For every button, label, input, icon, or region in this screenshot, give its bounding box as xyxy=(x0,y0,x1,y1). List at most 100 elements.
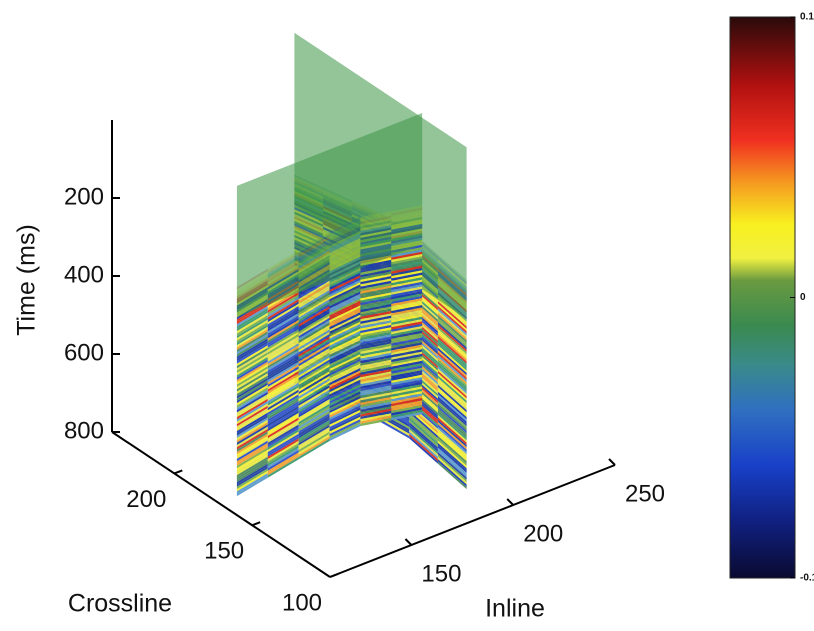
seismic-strip xyxy=(236,421,268,443)
seismic-strip xyxy=(329,361,361,379)
seismic-strip xyxy=(329,402,361,421)
seismic-strip xyxy=(391,353,423,363)
seismic-strip xyxy=(236,433,268,455)
seismic-strip xyxy=(360,408,392,417)
seismic-strip xyxy=(236,417,268,439)
colorbar-tick-label: 0 xyxy=(800,292,806,303)
seismic-strip xyxy=(298,438,330,460)
seismic-strip xyxy=(437,338,467,366)
seismic-strip xyxy=(298,341,330,362)
seismic-strip xyxy=(298,352,330,374)
seismic-strip xyxy=(437,426,467,455)
seismic-strip xyxy=(236,440,268,462)
seismic-strip xyxy=(329,386,361,404)
seismic-strip xyxy=(360,324,392,334)
seismic-strip xyxy=(236,310,268,332)
seismic-strip xyxy=(267,412,299,434)
seismic-strip xyxy=(360,292,392,301)
seismic-strip xyxy=(329,314,361,332)
seismic-strip xyxy=(409,419,438,448)
seismic-strip xyxy=(267,308,299,330)
seismic-strip xyxy=(298,327,330,348)
seismic-strip xyxy=(409,410,438,439)
seismic-strip xyxy=(360,311,392,320)
seismic-strip xyxy=(267,426,299,448)
seismic-strip xyxy=(267,445,299,467)
seismic-strip xyxy=(298,280,330,302)
seismic-strip xyxy=(329,400,361,418)
seismic-strip xyxy=(236,387,268,408)
seismic-strip xyxy=(236,361,268,383)
seismic-strip xyxy=(236,322,268,343)
seismic-strip xyxy=(298,306,330,327)
seismic-strip xyxy=(298,336,330,358)
x-axis xyxy=(111,431,331,578)
seismic-strip xyxy=(236,405,268,427)
seismic-strip xyxy=(391,249,423,258)
seismic-strip xyxy=(360,285,392,294)
seismic-strip xyxy=(437,452,467,480)
seismic-strip xyxy=(360,401,392,410)
seismic-strip xyxy=(391,258,423,267)
seismic-strip xyxy=(236,435,268,457)
seismic-strip xyxy=(267,385,299,406)
seismic-strip xyxy=(329,321,361,339)
seismic-strip xyxy=(236,375,268,397)
seismic-strip xyxy=(391,305,423,314)
seismic-strip xyxy=(360,313,392,322)
seismic-strip xyxy=(298,331,330,353)
seismic-strip xyxy=(391,372,423,381)
seismic-strip xyxy=(298,313,330,334)
seismic-strip xyxy=(329,405,361,423)
seismic-strip xyxy=(329,391,361,409)
seismic-strip xyxy=(329,421,361,439)
seismic-strip xyxy=(360,343,392,352)
seismic-strip xyxy=(329,305,361,323)
seismic-strip xyxy=(236,412,268,434)
seismic-strip xyxy=(298,343,330,365)
seismic-strip xyxy=(236,398,268,420)
seismic-strip xyxy=(360,403,392,413)
seismic-strip xyxy=(437,389,467,418)
seismic-strip xyxy=(298,408,330,430)
seismic-strip xyxy=(298,289,330,311)
seismic-strip xyxy=(298,348,330,369)
seismic-strip xyxy=(329,344,361,362)
seismic-strip xyxy=(391,377,423,386)
seismic-strip xyxy=(236,473,268,494)
seismic-strip xyxy=(298,320,330,341)
seismic-strip xyxy=(298,364,330,386)
seismic-strip xyxy=(391,321,423,330)
seismic-strip xyxy=(391,263,423,272)
seismic-strip xyxy=(391,379,423,388)
seismic-strip xyxy=(437,396,467,425)
seismic-strip xyxy=(298,382,330,404)
seismic-strip xyxy=(329,356,361,374)
seismic-strip xyxy=(360,348,392,357)
seismic-strip xyxy=(391,402,423,411)
seismic-strip xyxy=(391,342,423,351)
seismic-strip xyxy=(360,359,392,369)
seismic-strip xyxy=(329,319,361,337)
seismic-strip xyxy=(391,316,423,325)
seismic-strip xyxy=(360,299,392,308)
colorbar xyxy=(729,16,796,579)
seismic-strip xyxy=(360,290,392,299)
seismic-strip xyxy=(329,398,361,416)
seismic-strip xyxy=(360,259,392,269)
seismic-strip xyxy=(329,368,361,386)
seismic-strip xyxy=(236,373,268,394)
seismic-strip xyxy=(236,449,268,471)
seismic-strip xyxy=(298,303,330,325)
seismic-strip xyxy=(437,456,467,485)
seismic-strip xyxy=(298,366,330,388)
seismic-strip xyxy=(329,282,361,300)
seismic-strip xyxy=(267,326,299,348)
seismic-strip xyxy=(360,415,392,424)
seismic-strip xyxy=(391,365,423,374)
seismic-strip xyxy=(391,384,423,393)
seismic-strip xyxy=(267,306,299,327)
seismic-strip xyxy=(236,463,268,485)
seismic-strip xyxy=(360,373,392,382)
seismic-strip xyxy=(360,280,392,290)
